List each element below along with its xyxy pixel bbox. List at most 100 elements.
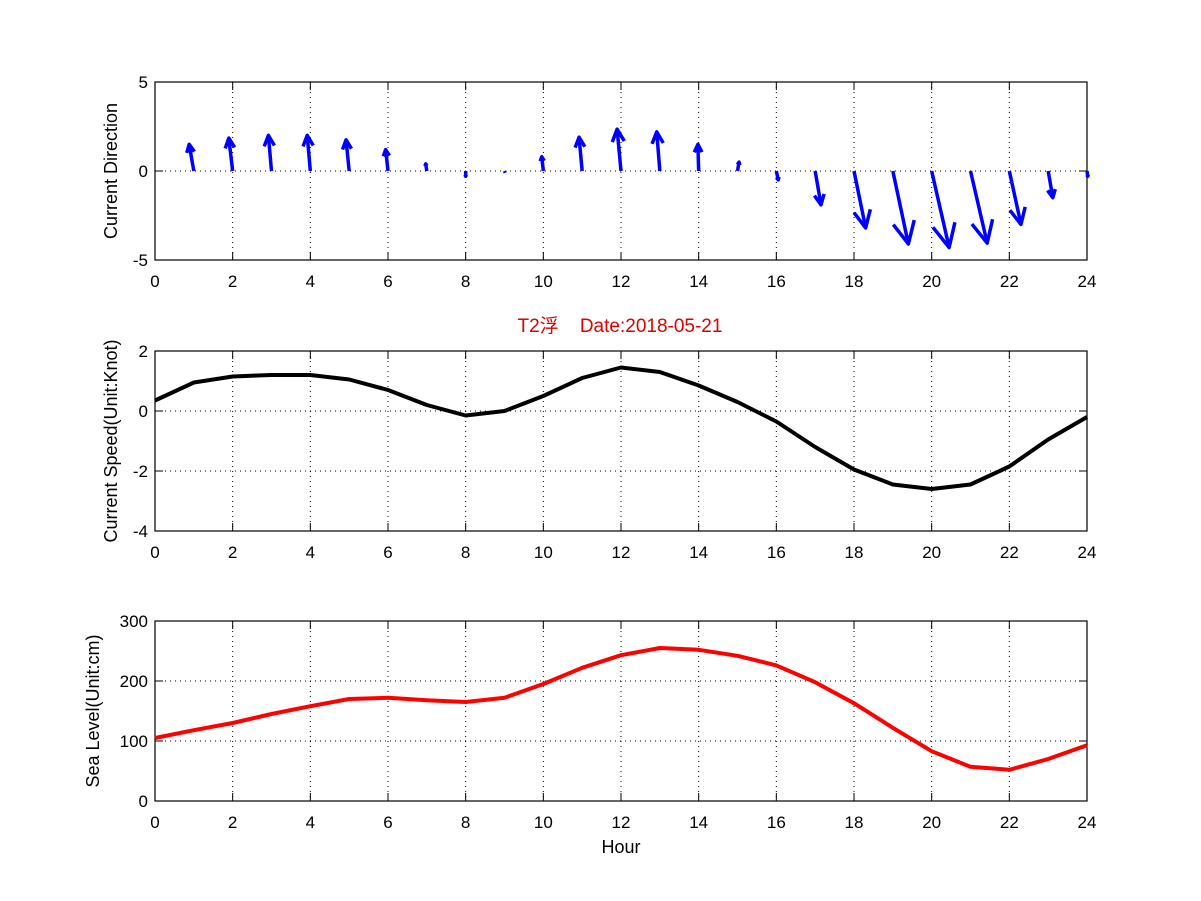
arrow-shaft <box>1007 170 1023 225</box>
arrow-shaft <box>852 170 868 229</box>
y-tick-label: 0 <box>139 792 148 811</box>
arrow-head <box>931 221 957 250</box>
arrow-shaft <box>577 137 584 172</box>
arrow-head <box>650 130 665 145</box>
x-tick-label: 24 <box>1078 813 1097 832</box>
quiver-arrow <box>340 138 353 172</box>
x-tick-label: 20 <box>922 543 941 562</box>
arrow-shaft <box>615 129 623 172</box>
arrow-shaft <box>187 143 196 172</box>
x-axis-label: Hour <box>601 837 640 857</box>
x-tick-label: 18 <box>845 543 864 562</box>
x-tick-label: 4 <box>306 543 315 562</box>
arrow-head <box>262 133 276 148</box>
x-tick-label: 18 <box>845 272 864 291</box>
quiver-arrow <box>735 160 742 172</box>
x-tick-label: 2 <box>228 543 237 562</box>
arrow-shaft <box>968 170 989 244</box>
x-tick-label: 10 <box>534 813 553 832</box>
x-tick-label: 6 <box>383 272 392 291</box>
arrow-shaft <box>891 170 911 245</box>
y-tick-label: 2 <box>139 342 148 361</box>
arrow-head <box>185 142 196 154</box>
x-tick-label: 14 <box>689 813 708 832</box>
y-tick-label: 0 <box>139 162 148 181</box>
y-axis-label: Current Speed(Unit:Knot) <box>101 339 121 542</box>
quiver-arrow <box>929 170 957 250</box>
axes-box <box>154 350 1088 532</box>
arrow-head <box>1046 188 1057 200</box>
y-tick-label: 100 <box>120 732 148 751</box>
x-tick-label: 20 <box>922 813 941 832</box>
arrow-head <box>463 173 469 179</box>
quiver-arrow <box>262 133 276 172</box>
x-tick-label: 6 <box>383 543 392 562</box>
quiver-arrow <box>1085 170 1090 179</box>
x-tick-label: 16 <box>767 272 786 291</box>
arrow-head <box>970 218 995 245</box>
arrow-head <box>852 208 873 230</box>
arrow-head <box>812 193 826 207</box>
x-tick-label: 0 <box>150 272 159 291</box>
x-tick-label: 12 <box>612 543 631 562</box>
arrow-shaft <box>654 131 662 172</box>
quiver-arrow <box>891 170 916 246</box>
x-tick-label: 10 <box>534 272 553 291</box>
quiver-arrow <box>1046 170 1057 200</box>
arrow-head <box>735 160 742 166</box>
quiver-arrow <box>1007 170 1027 227</box>
x-tick-label: 4 <box>306 272 315 291</box>
arrow-head <box>381 147 391 157</box>
arrow-head <box>692 142 704 154</box>
y-tick-label: 300 <box>120 612 148 631</box>
x-tick-label: 14 <box>689 543 708 562</box>
x-tick-label: 12 <box>612 813 631 832</box>
arrow-shaft <box>266 135 274 172</box>
y-axis-label: Sea Level(Unit:cm) <box>83 634 103 787</box>
quiver-arrow <box>538 155 546 172</box>
x-tick-label: 8 <box>461 543 470 562</box>
arrow-shaft <box>929 170 951 248</box>
arrow-head <box>891 219 916 246</box>
figure-title: T2浮 Date:2018-05-21 <box>518 315 723 337</box>
quiver-arrow <box>812 170 826 207</box>
quiver-arrow <box>852 170 873 230</box>
x-tick-label: 16 <box>767 813 786 832</box>
x-tick-label: 0 <box>150 813 159 832</box>
arrow-shaft <box>1046 170 1055 199</box>
arrow-head <box>1085 173 1090 179</box>
quiver-arrow <box>185 142 196 172</box>
arrow-head <box>573 135 587 149</box>
y-tick-label: 0 <box>139 402 148 421</box>
arrow-shaft <box>813 170 823 206</box>
arrow-shaft <box>696 144 701 172</box>
y-tick-label: -2 <box>133 462 148 481</box>
arrow-head <box>423 162 429 167</box>
quiver-arrow <box>423 162 429 172</box>
quiver-arrow <box>573 135 587 172</box>
y-axis-label: Current Direction <box>101 103 121 239</box>
arrow-head <box>301 133 315 148</box>
arrow-head <box>775 176 781 182</box>
x-tick-label: 2 <box>228 813 237 832</box>
x-tick-label: 18 <box>845 813 864 832</box>
arrow-head <box>610 127 626 143</box>
arrow-shaft <box>344 139 351 172</box>
arrow-head <box>1008 206 1027 227</box>
y-tick-label: -5 <box>133 251 148 270</box>
quiver-arrow <box>223 136 237 172</box>
x-tick-label: 10 <box>534 543 553 562</box>
x-tick-label: 2 <box>228 272 237 291</box>
y-tick-label: -4 <box>133 522 148 541</box>
arrow-head <box>340 138 353 151</box>
arrow-shaft <box>227 137 235 172</box>
x-tick-label: 14 <box>689 272 708 291</box>
quiver-arrow <box>301 133 315 172</box>
quiver-arrow <box>381 147 391 172</box>
quiver-arrow <box>774 170 781 182</box>
x-tick-label: 20 <box>922 272 941 291</box>
